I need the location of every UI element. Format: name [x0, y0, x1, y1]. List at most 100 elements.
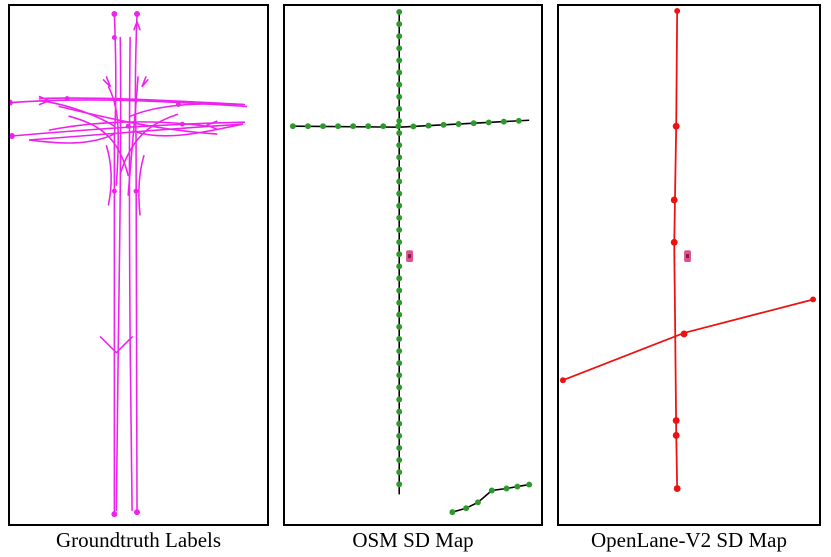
gt-node	[179, 121, 185, 127]
osm-node	[289, 123, 296, 130]
ego-vehicle-marker	[406, 250, 413, 263]
gt-node	[175, 102, 181, 107]
osm-node	[395, 123, 402, 130]
osm-node	[320, 123, 326, 130]
osm-caption: OSM SD Map	[352, 528, 474, 552]
osm-node	[396, 45, 403, 52]
gt-arrow-down	[99, 336, 133, 354]
gt-node	[133, 188, 139, 194]
osm-node	[396, 275, 403, 282]
osm-node	[396, 69, 403, 76]
osm-panel	[283, 4, 543, 526]
osm-node	[396, 154, 403, 161]
gt-node	[134, 10, 140, 17]
osm-node	[396, 263, 403, 270]
ol2-node	[670, 196, 678, 204]
gt-curve-8	[119, 113, 179, 175]
gt-curve-11	[105, 145, 112, 206]
openlane-map	[559, 7, 817, 493]
osm-node	[396, 335, 403, 342]
osm-node	[485, 119, 492, 126]
groundtruth-panel	[8, 4, 269, 526]
ol2-node	[680, 330, 688, 338]
openlane-caption: OpenLane-V2 SD Map	[591, 528, 787, 552]
osm-node	[350, 123, 357, 130]
osm-node	[380, 123, 387, 130]
osm-node	[396, 190, 403, 197]
osm-node	[396, 432, 403, 439]
osm-node	[396, 384, 403, 391]
ol2-road-vertical	[673, 9, 679, 491]
groundtruth-caption: Groundtruth Labels	[55, 528, 222, 552]
osm-node	[396, 396, 403, 403]
osm-node	[396, 408, 403, 415]
osm-node	[396, 178, 403, 185]
osm-node	[515, 117, 522, 124]
osm-node	[396, 251, 403, 258]
osm-node	[396, 287, 403, 294]
gt-node	[111, 10, 118, 17]
gt-curve-5	[107, 85, 119, 187]
gt-curve-9	[48, 121, 208, 131]
gt-node	[64, 96, 70, 102]
gt-curve-1	[38, 99, 116, 127]
gt-node	[111, 511, 118, 518]
gt-curve-12	[138, 154, 145, 216]
gt-node	[111, 35, 117, 41]
ol2-node	[670, 238, 678, 246]
osm-node	[440, 121, 447, 128]
ol2-node	[672, 417, 680, 425]
osm-node	[425, 122, 432, 129]
gt-node	[125, 123, 131, 129]
osm-node	[514, 483, 521, 490]
osm-node	[455, 121, 462, 127]
osm-node	[396, 226, 403, 233]
gt-lane-h4	[28, 123, 244, 141]
osm-node	[396, 420, 403, 427]
ol2-node	[673, 485, 681, 493]
openlane-panel	[557, 4, 821, 526]
osm-node	[463, 505, 470, 512]
osm-node	[396, 142, 403, 149]
osm-node	[488, 487, 495, 494]
gt-arrow-right	[206, 120, 218, 130]
ol2-road-diagonal	[562, 298, 814, 382]
osm-node	[396, 299, 403, 306]
gt-curve-3	[28, 133, 116, 144]
osm-node	[335, 123, 342, 130]
osm-node	[503, 485, 510, 492]
gt-lane-v4	[128, 36, 133, 511]
osm-node	[396, 311, 403, 318]
osm-node	[304, 123, 311, 130]
gt-arrow-left	[38, 95, 51, 106]
osm-node	[449, 509, 456, 516]
osm-node	[396, 117, 403, 124]
osm-node	[396, 130, 403, 137]
osm-node	[396, 457, 403, 464]
gt-node	[134, 509, 140, 516]
osm-node	[396, 444, 403, 451]
osm-node	[470, 120, 477, 127]
osm-node	[500, 118, 507, 125]
gt-curve-7	[68, 115, 129, 177]
osm-node	[396, 9, 403, 15]
groundtruth-lanes	[10, 10, 248, 518]
osm-node	[396, 239, 403, 246]
osm-node	[396, 105, 403, 112]
osm-node	[396, 348, 403, 355]
gt-curve-10	[58, 105, 218, 135]
osm-node	[396, 33, 403, 40]
osm-node	[396, 57, 403, 64]
osm-node	[526, 481, 533, 488]
osm-map	[289, 9, 533, 516]
osm-node	[396, 21, 403, 28]
ol2-node	[672, 431, 680, 439]
gt-node	[10, 133, 15, 139]
osm-node	[396, 323, 403, 330]
ol2-node	[559, 377, 566, 384]
gt-lane-v3	[115, 36, 122, 511]
ego-vehicle-marker	[684, 250, 691, 263]
osm-node	[396, 360, 403, 367]
gt-lane-v1	[113, 13, 117, 516]
osm-node	[396, 166, 403, 173]
